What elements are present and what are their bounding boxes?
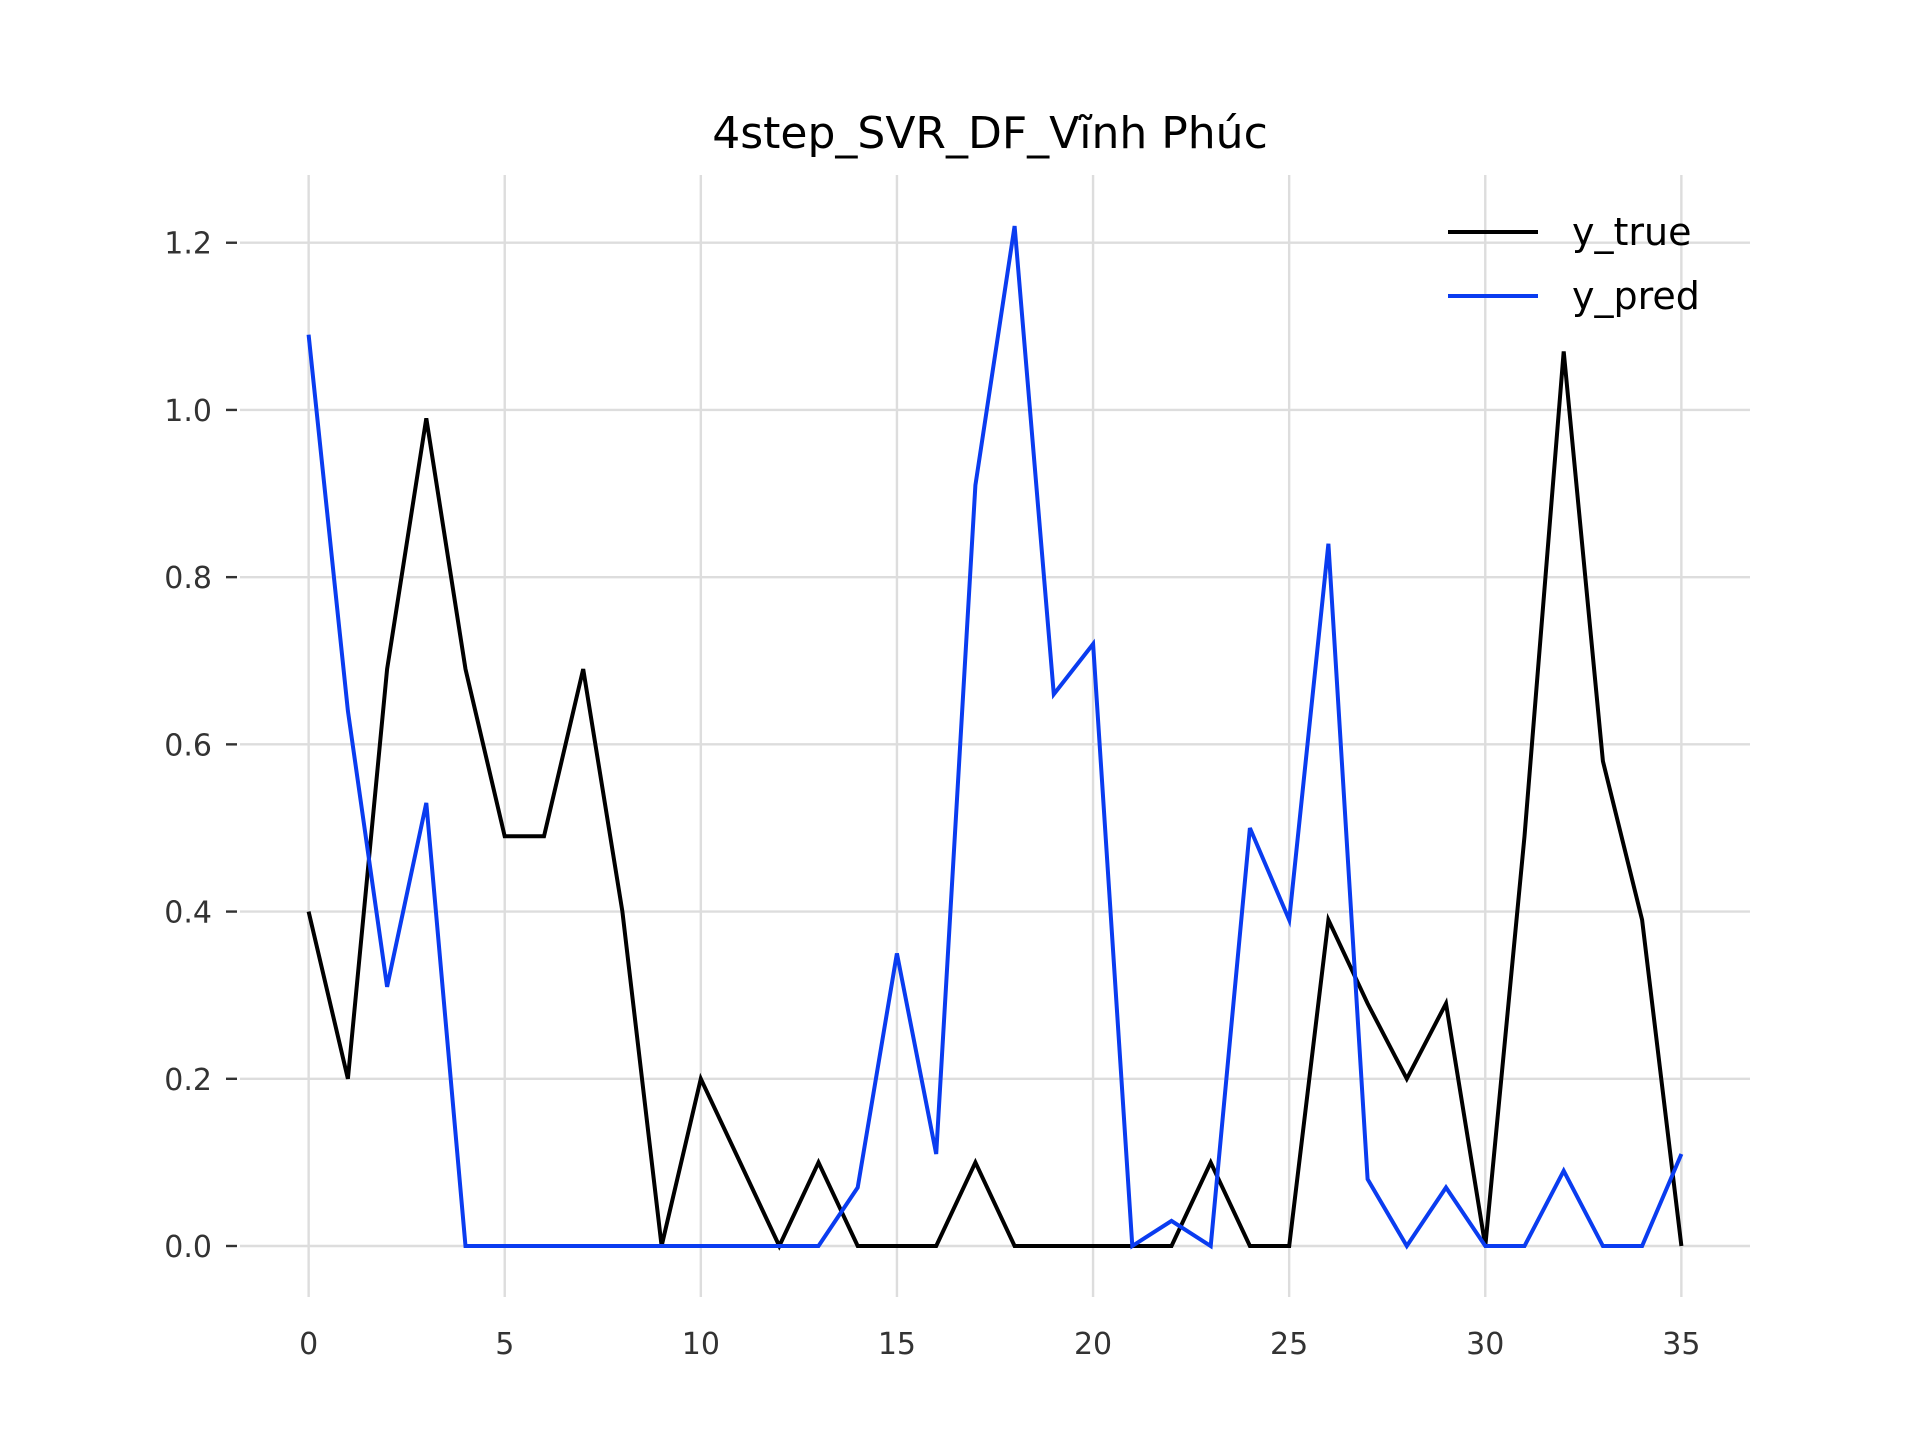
chart-title: 4step_SVR_DF_Vĩnh Phúc [712,108,1268,159]
y-tick-label: 0.0 [164,1230,212,1265]
x-tick-label: 0 [299,1327,318,1362]
x-tick-label: 10 [682,1327,720,1362]
y-tick-label: 0.6 [164,728,212,763]
y-tick-label: 0.2 [164,1063,212,1098]
legend: y_true y_pred [1448,210,1700,318]
x-tick-label: 25 [1270,1327,1308,1362]
x-tick-label: 15 [878,1327,916,1362]
series-line-y-pred [306,225,1684,1250]
axis-ticks: 0 5 10 15 20 25 30 35 0.0 0.2 0.4 0.6 0.8 1.0 1.2 [164,227,1700,1362]
legend-label-y-pred: y_pred [1572,274,1700,318]
x-tick-label: 20 [1074,1327,1112,1362]
series-line-y-true [306,351,1684,1251]
y-tick-label: 0.8 [164,561,212,596]
y-tick-label: 0.4 [164,896,212,931]
x-tick-label: 35 [1662,1327,1700,1362]
y-tick-label: 1.0 [164,394,212,429]
x-tick-label: 30 [1466,1327,1504,1362]
x-tick-label: 5 [495,1327,514,1362]
legend-label-y-true: y_true [1572,210,1691,254]
series-group [306,225,1684,1251]
y-tick-label: 1.2 [164,227,212,262]
